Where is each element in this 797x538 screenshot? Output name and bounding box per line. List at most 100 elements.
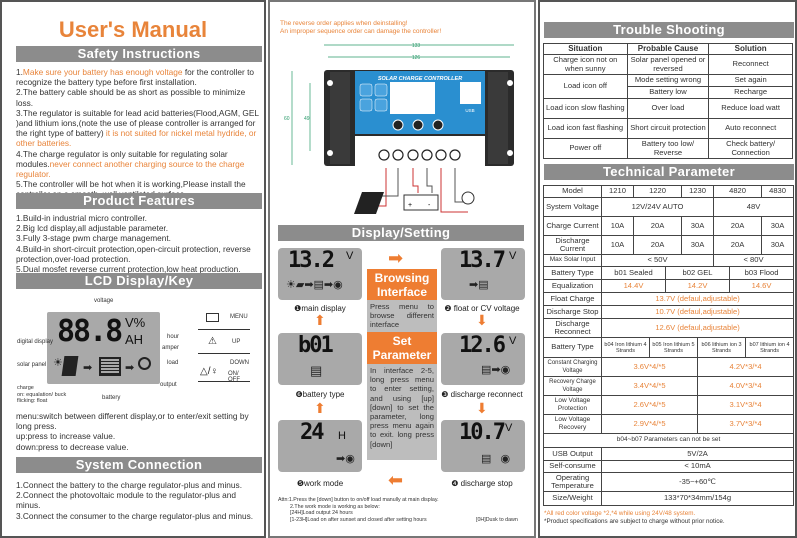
dim-width-126: 126 bbox=[412, 55, 421, 61]
features-list: 1.Build-in industrial micro controller. 2… bbox=[16, 213, 251, 275]
table-row: Float Charge 13.7V (defaul,adjustable) bbox=[543, 292, 795, 306]
features-header: Product Features bbox=[16, 193, 262, 209]
browsing-interface-text: Press menu to browse different interface bbox=[367, 300, 437, 332]
solar-panel-icon bbox=[354, 192, 384, 214]
set-parameter-title: Set Parameter bbox=[367, 332, 437, 364]
screen-float-voltage: 13.7 V ➡▤ bbox=[441, 248, 525, 300]
label-work-mode: ❺work mode bbox=[296, 479, 344, 488]
lcd-header: LCD Display/Key bbox=[16, 273, 262, 289]
label-main-display: ❶main display bbox=[294, 304, 346, 313]
callout-load: load bbox=[167, 360, 179, 366]
down-onoff-key[interactable]: △/♀ DOWN ON/ OFF bbox=[198, 360, 250, 383]
screen-main-display: 13.2 V ☀▰➡▤➡◉ bbox=[278, 248, 362, 300]
arrow-icon: ➡ bbox=[125, 362, 135, 374]
table-row: Self-consume < 10mA bbox=[543, 460, 795, 473]
table-row: Low Voltage Protection 2.6V*4/*5 3.1V*3/*4 bbox=[543, 395, 795, 415]
table-row: System Voltage 12V/24V AUTO 48V bbox=[543, 197, 795, 217]
dim-height-60: 60 bbox=[284, 116, 290, 122]
callout-digital-display: digital display bbox=[17, 339, 54, 345]
sun-icon: ☀ bbox=[53, 357, 63, 369]
table-row: Recovery Charge Voltage 3.4V*4/*5 4.0V*3/*… bbox=[543, 376, 795, 396]
tech-header: Technical Parameter bbox=[544, 164, 794, 180]
connection-header: System Connection bbox=[16, 457, 262, 473]
battery-icon bbox=[403, 194, 439, 211]
arrow-up-icon: ⬆ bbox=[314, 312, 326, 328]
middle-column: The reverse order applies when deinstall… bbox=[268, 0, 536, 538]
table-row: Load icon slow flashing Over load Reduce l… bbox=[543, 98, 793, 119]
svg-text:-: - bbox=[428, 202, 431, 209]
right-column: Trouble Shooting Situation Probable Cause… bbox=[538, 0, 797, 538]
dim-height-49: 49 bbox=[304, 116, 310, 122]
screen-work-mode: 24 H ➡◉ bbox=[278, 420, 362, 472]
callout-output: output bbox=[160, 382, 177, 388]
label-discharge-stop: ❹ discharge stop bbox=[451, 479, 513, 488]
up-key[interactable]: ⚠ UP bbox=[198, 334, 250, 354]
arrow-left-icon: ⬅ bbox=[388, 470, 404, 490]
table-row: Power off Battery too low/ Reverse Check b… bbox=[543, 138, 793, 159]
table-row: Discharge Current 10A 20A 30A 20A 30A bbox=[543, 235, 795, 255]
menu-key[interactable]: MENU bbox=[198, 310, 250, 330]
table-row: Discharge Stop 10.7V (defaul,adjustable) bbox=[543, 305, 795, 319]
screen-battery-type: b01 ▤ bbox=[278, 333, 362, 385]
table-row: Low Voltage Recovery 2.9V*4/*5 3.7V*3/*4 bbox=[543, 414, 795, 434]
menu-key-icon bbox=[206, 313, 219, 322]
up-triangle-icon: ⚠ bbox=[208, 336, 217, 347]
arrow-down-icon: ⬇ bbox=[476, 400, 488, 416]
callout-amper: amper bbox=[162, 345, 180, 351]
reverse-warning: The reverse order applies when deinstall… bbox=[280, 20, 442, 35]
svg-text:+: + bbox=[408, 202, 412, 209]
footnotes: *All red color voltage *2,*4 while using… bbox=[544, 510, 725, 525]
trouble-header: Trouble Shooting bbox=[544, 22, 794, 38]
attn-notes: Attn:1.Press the [down] button to on/off… bbox=[278, 497, 518, 524]
table-row: USB Output 5V/2A bbox=[543, 447, 795, 461]
set-parameter-text: In interface 2-5, long press menu to ent… bbox=[367, 364, 437, 460]
table-row: Charge Current 10A 20A 30A 20A 30A bbox=[543, 216, 795, 236]
table-row: Battery Type b04 Iron lithium 4 Strands b0… bbox=[543, 337, 795, 358]
device-title: SOLAR CHARGE CONTROLLER bbox=[378, 76, 462, 82]
callout-solar-panel: solar panel bbox=[17, 362, 47, 368]
solar-panel-icon bbox=[61, 356, 79, 376]
trouble-table: Situation Probable Cause Solution Charge i… bbox=[543, 43, 793, 159]
table-row: Load icon off Mode setting wrong Set again bbox=[543, 74, 793, 99]
label-float-voltage: ❷ float or CV voltage bbox=[444, 304, 520, 313]
load-bulb-icon bbox=[138, 357, 151, 370]
key-description: menu:switch between different display,or… bbox=[16, 411, 249, 452]
table-row: Operating Temperature -35~+60℃ bbox=[543, 472, 795, 492]
usb-label: USB bbox=[465, 108, 474, 113]
table-row: Equalization 14.4V 14.2V 14.6V bbox=[543, 279, 795, 293]
safety-header: Safety Instructions bbox=[16, 46, 262, 62]
screen-discharge-reconnect: 12.6 V ▤➡◉ bbox=[441, 333, 525, 385]
lcd-diagram: 88.8 V% AH ☀ ➡ ➡ bbox=[47, 312, 160, 384]
label-discharge-reconnect: ❸ discharge reconnect bbox=[441, 390, 523, 399]
bulb-icon bbox=[461, 191, 475, 205]
battery-icon bbox=[99, 357, 121, 376]
table-row: Size/Weight 133*70*34mm/154g bbox=[543, 491, 795, 506]
callout-battery: battery bbox=[102, 395, 121, 401]
table-row: Model 1210 1220 1230 4820 4830 bbox=[543, 185, 795, 198]
controller-diagram: 133 126 60 49 SOLAR CHARGE CONTROLLER US… bbox=[284, 43, 514, 214]
table-row: Max Solar Input < 50V < 80V bbox=[543, 254, 795, 267]
callout-hour: hour bbox=[167, 334, 180, 340]
label-battery-type: ❻battery type bbox=[295, 390, 345, 399]
arrow-right-icon: ➡ bbox=[388, 248, 404, 268]
tech-table: Model 1210 1220 1230 4820 4830 System Voltage… bbox=[542, 185, 795, 506]
arrow-icon: ➡ bbox=[83, 362, 93, 374]
table-row: Discharge Reconnect 12.6V (defaul,adjusta… bbox=[543, 318, 795, 338]
callout-voltage: voltage bbox=[94, 298, 114, 304]
dim-width-133: 133 bbox=[412, 43, 421, 49]
callout-charge: charge on: equalation/ buck flicking: fl… bbox=[17, 385, 67, 404]
manual-title: User's Manual bbox=[58, 17, 208, 42]
table-row: b04~b07 Parameters can not be set bbox=[542, 433, 795, 448]
browsing-interface-title: Browsing Interface bbox=[367, 269, 437, 300]
table-row: Load icon fast flashing Short circuit pro… bbox=[543, 118, 793, 139]
safety-text: 1.Make sure your battery has enough volt… bbox=[16, 67, 259, 199]
screen-discharge-stop: 10.7 V ▤ ◉ bbox=[441, 420, 525, 472]
table-row: Charge icon not on when sunny Solar panel… bbox=[543, 54, 793, 75]
connection-list: 1.Connect the battery to the charge regu… bbox=[16, 480, 254, 521]
arrow-up-icon: ⬆ bbox=[314, 400, 326, 416]
arrow-down-icon: ⬇ bbox=[476, 312, 488, 328]
table-row: Constant Charging Voltage 3.6V*4/*5 4.2V*3… bbox=[543, 357, 795, 377]
table-row: Battery Type b01 Sealed b02 GEL b03 Flood bbox=[543, 266, 795, 280]
down-load-icon: △/♀ bbox=[200, 366, 218, 377]
display-setting-header: Display/Setting bbox=[278, 225, 524, 241]
